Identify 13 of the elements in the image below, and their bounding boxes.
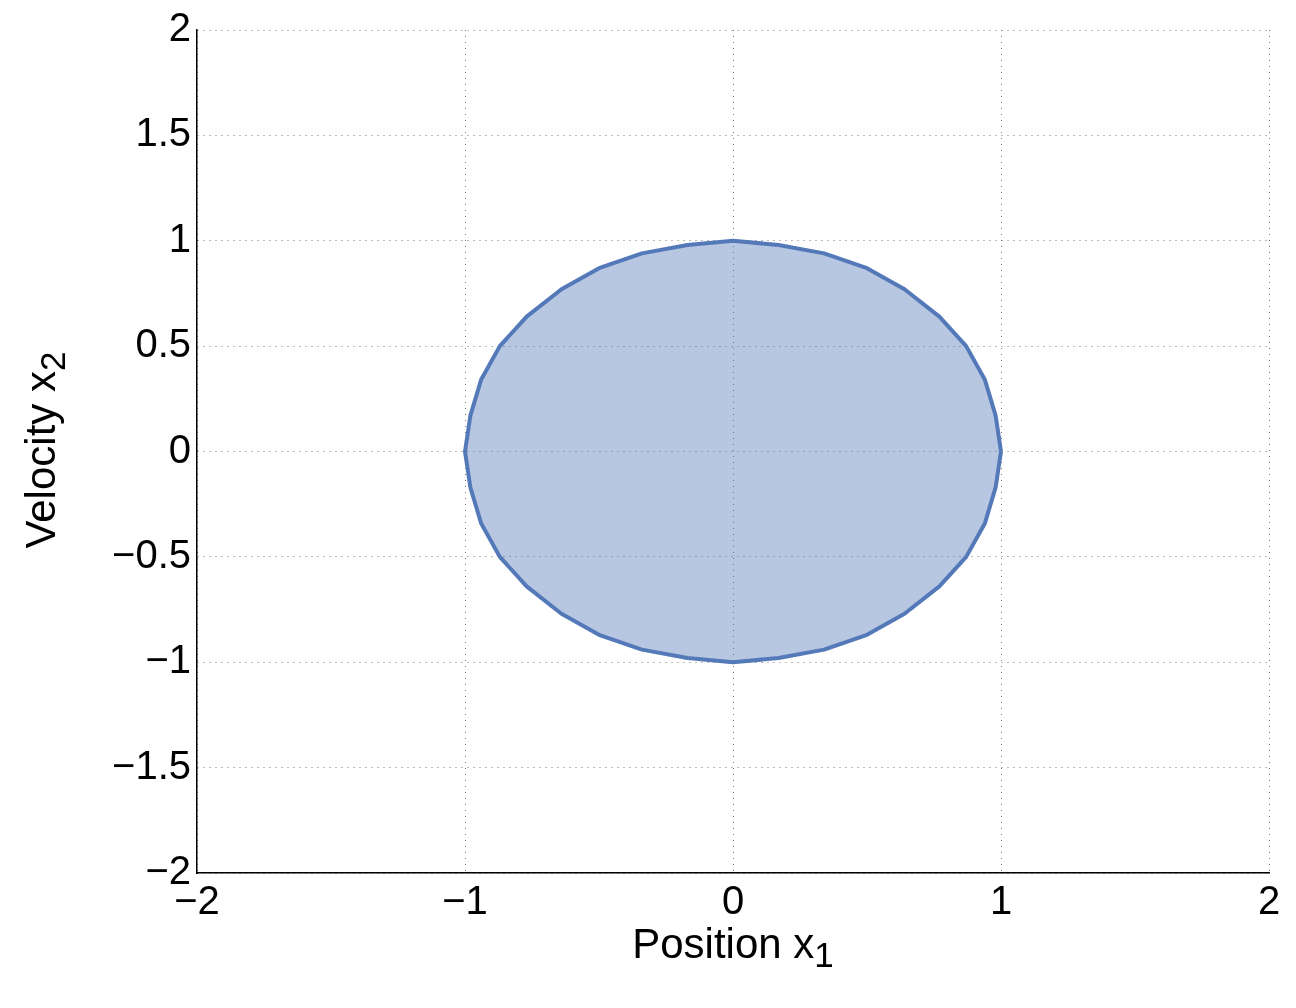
y-tick-label: −0.5 [112, 531, 191, 576]
x-tick-label: 1 [989, 878, 1013, 923]
x-axis-title: Position x$_{1}$ [632, 920, 834, 976]
y-tick-label: 0.5 [135, 321, 191, 366]
y-tick-label: −1 [145, 637, 191, 682]
y-tick-label: −1.5 [112, 742, 191, 787]
y-tick-label: 0 [168, 426, 191, 471]
y-tick-label: 1.5 [135, 110, 191, 155]
y-tick-label: 1 [168, 215, 191, 260]
y-tick-label: 2 [168, 5, 191, 50]
x-tick-label: −1 [442, 878, 488, 923]
x-tick-label: 0 [721, 878, 745, 923]
x-tick-label: 2 [1257, 878, 1281, 923]
